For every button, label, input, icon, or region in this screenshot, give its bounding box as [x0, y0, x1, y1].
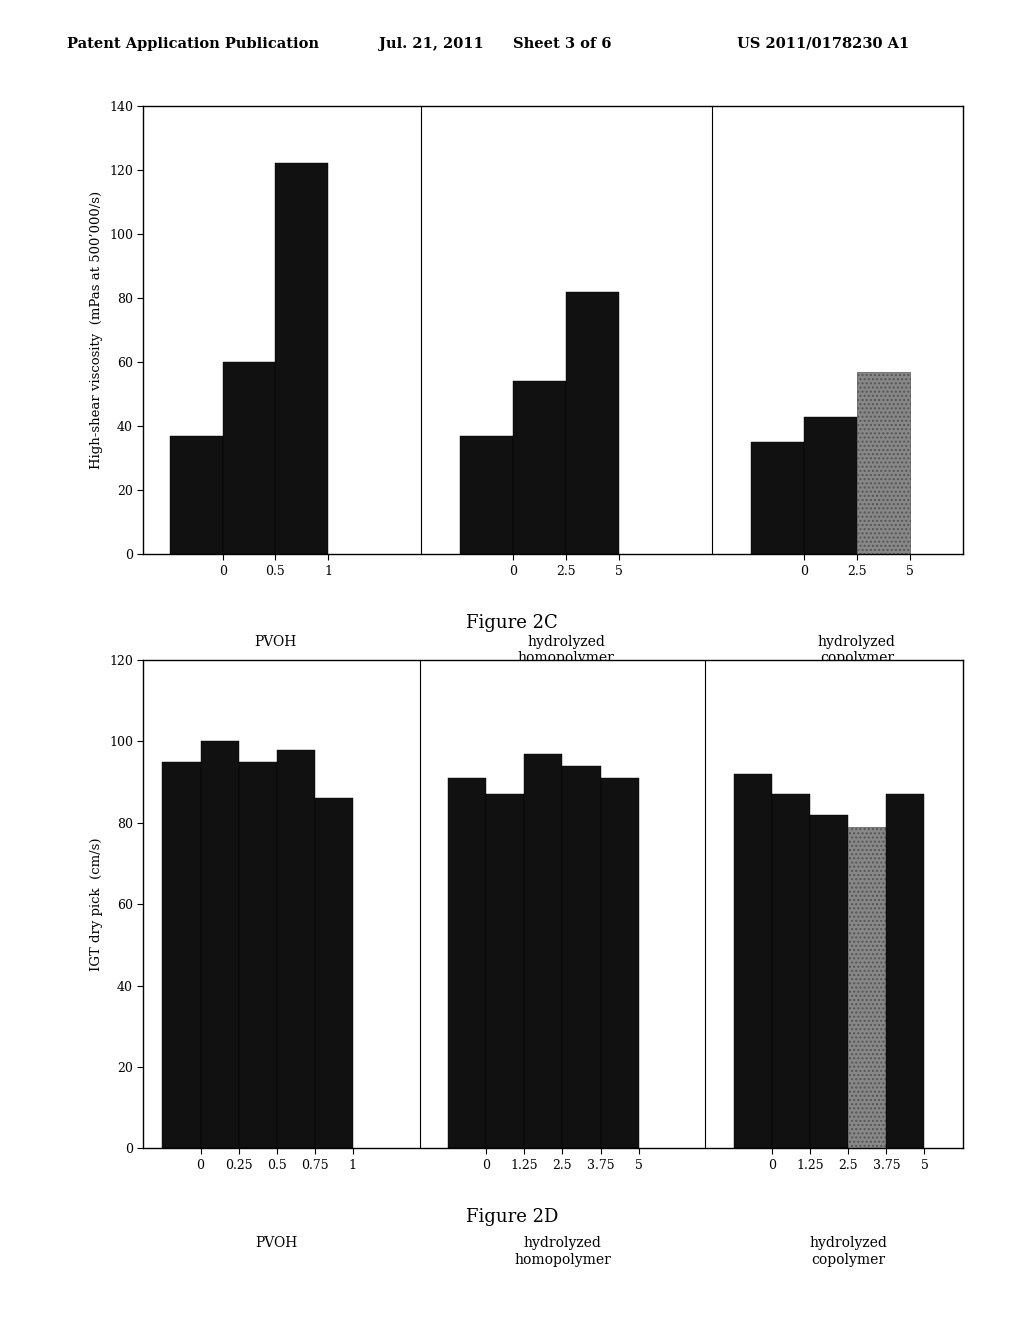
Bar: [887, 795, 925, 1148]
Bar: [566, 292, 620, 554]
Text: hydrolyzed
copolymer: hydrolyzed copolymer: [809, 1237, 887, 1266]
Text: PVOH: PVOH: [254, 635, 297, 649]
Bar: [461, 436, 513, 554]
Bar: [601, 777, 639, 1148]
Bar: [275, 164, 329, 554]
Text: PVOH: PVOH: [256, 1237, 298, 1250]
Text: Figure 2C: Figure 2C: [466, 614, 558, 632]
Bar: [734, 774, 772, 1148]
Bar: [562, 766, 601, 1148]
Text: Figure 2D: Figure 2D: [466, 1208, 558, 1226]
Bar: [857, 372, 909, 554]
Bar: [848, 826, 887, 1148]
Text: Patent Application Publication: Patent Application Publication: [67, 37, 318, 51]
Bar: [449, 777, 486, 1148]
Y-axis label: High-shear viscosity  (mPas at 500’000/s): High-shear viscosity (mPas at 500’000/s): [90, 191, 103, 469]
Bar: [804, 417, 857, 554]
Bar: [810, 814, 848, 1148]
Bar: [513, 381, 566, 554]
Bar: [752, 442, 804, 554]
Text: US 2011/0178230 A1: US 2011/0178230 A1: [737, 37, 909, 51]
Bar: [314, 799, 353, 1148]
Text: hydrolyzed
homopolymer: hydrolyzed homopolymer: [518, 635, 614, 665]
Text: hydrolyzed
copolymer: hydrolyzed copolymer: [818, 635, 896, 665]
Y-axis label: IGT dry pick  (cm/s): IGT dry pick (cm/s): [90, 837, 103, 972]
Bar: [276, 750, 314, 1148]
Bar: [524, 754, 562, 1148]
Bar: [239, 762, 276, 1148]
Bar: [163, 762, 201, 1148]
Text: Jul. 21, 2011  Sheet 3 of 6: Jul. 21, 2011 Sheet 3 of 6: [379, 37, 611, 51]
Bar: [170, 436, 222, 554]
Bar: [486, 795, 524, 1148]
Text: hydrolyzed
homopolymer: hydrolyzed homopolymer: [514, 1237, 611, 1266]
Bar: [772, 795, 810, 1148]
Bar: [201, 742, 239, 1148]
Bar: [222, 362, 275, 554]
